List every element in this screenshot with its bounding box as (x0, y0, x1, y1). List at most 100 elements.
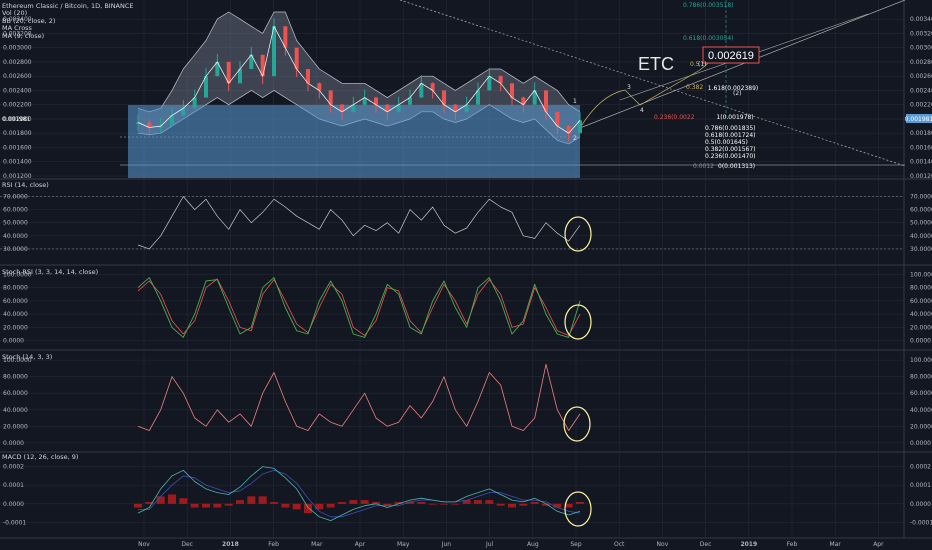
macd-histogram-bar (451, 503, 460, 505)
x-tick-label: 2019 (740, 541, 757, 548)
fib-level-label: 0.618(0.001724) (705, 132, 756, 139)
macd-axis-right-tick: 0.0002 (910, 464, 931, 471)
macd-histogram-bar (462, 500, 471, 504)
stochrsi-axis-left-tick: 100.0000 (3, 271, 32, 278)
macd-axis-right-tick: -0.0001 (910, 519, 932, 526)
trendline-up (579, 0, 906, 129)
fib-level-label: 0.236(0.0022 (654, 114, 695, 121)
macd-histogram-bar (213, 503, 222, 508)
x-tick-label: Mar (830, 541, 842, 548)
annotation-layer: 0.786(0.003518) 0.618(0.003054) 0.5 1.618(0… (2, 2, 932, 527)
stoch-rsi-pane-title[interactable]: Stoch RSI (3, 3, 14, 14, close) (2, 268, 99, 276)
study-ma-cross[interactable]: MA Cross (2, 24, 32, 33)
price-candle-body (362, 97, 367, 105)
wave-label: 4 (640, 107, 644, 114)
price-candle-body (226, 61, 231, 84)
price-candle-body (374, 97, 378, 105)
price-candle-body (249, 54, 254, 70)
macd-axis-right-tick: 0.0000 (910, 501, 931, 508)
price-axis-left-tick: 0.003000 (3, 45, 32, 52)
macd-histogram-bar (474, 500, 482, 504)
rsi-line (137, 196, 581, 250)
study-bb[interactable]: BB (20, close, 2) (2, 16, 56, 25)
price-axis-right-tick: 0.002200 (910, 102, 932, 109)
trendline-dotted (399, 0, 906, 167)
macd-histogram-bar (440, 503, 448, 505)
stoch-axis-right-tick: 0.0000 (910, 440, 931, 447)
study-vol[interactable]: Vol (20) (2, 9, 28, 18)
price-candle-body (294, 47, 299, 70)
stochrsi-axis-right-tick: 40.0000 (910, 311, 932, 318)
macd-histogram-bar (168, 494, 176, 504)
macd-histogram-bar (315, 503, 324, 510)
price-axis-left-tick: 0.001800 (3, 130, 32, 137)
stoch-axis-right-tick: 40.0000 (910, 407, 932, 414)
price-candle-body (408, 97, 412, 105)
price-axis-left-tick: 0.002800 (3, 59, 32, 66)
price-candle-body (396, 104, 401, 112)
macd-histogram-bar (202, 503, 210, 508)
price-candle-body (453, 104, 458, 112)
price-axis-left-tick: 0.001200 (3, 173, 32, 180)
macd-histogram-bar (553, 503, 562, 508)
price-candle-body (204, 76, 208, 98)
macd-axis-left-tick: -0.0001 (3, 519, 26, 526)
macd-axis-left-tick: 0.0000 (3, 501, 24, 508)
fib-level-label: 0(0.001313) (718, 163, 755, 170)
macd-histogram-bar (519, 503, 528, 506)
price-axis-left-tick: 0.001600 (3, 144, 32, 151)
macd-histogram-bar (145, 501, 154, 504)
stochrsi-axis-left-tick: 20.0000 (3, 324, 28, 331)
stoch-pane-title[interactable]: Stoch (14, 3, 3) (2, 353, 53, 361)
symbol-title[interactable]: Ethereum Classic / Bitcoin, 1D, BINANCE (2, 2, 134, 10)
last-price-tag (906, 114, 932, 123)
fib-level-label: 0.786(0.003518) (683, 2, 734, 9)
stoch-axis-left-tick: 40.0000 (3, 407, 28, 414)
stochrsi-axis-left-tick: 40.0000 (3, 311, 28, 318)
wave-label: 2 (573, 135, 577, 142)
fib-level-label: 0.618(0.003054) (683, 35, 734, 42)
rsi-axis-left-tick: 40.0000 (3, 233, 28, 240)
stoch-line (137, 363, 581, 431)
x-tick-label: Aug (527, 541, 539, 548)
x-tick-label: Apr (355, 541, 366, 548)
stochrsi-k-line (137, 277, 581, 338)
macd-axis-left-tick: 0.0001 (3, 482, 24, 489)
macd-histogram-bar (360, 500, 369, 504)
price-axis-right-tick: 0.002400 (910, 87, 932, 94)
stoch-axis-left-tick: 20.0000 (3, 423, 28, 430)
price-axis-left-tick: 0.003400 (3, 16, 32, 23)
rsi-pane-title[interactable]: RSI (14, close) (2, 181, 49, 189)
price-candle-body (510, 83, 514, 98)
wave-label: (2) (733, 90, 742, 97)
macd-pane-title[interactable]: MACD (12, 26, close, 9) (2, 453, 79, 461)
price-candle-body (385, 104, 390, 112)
macd-histogram-bar (372, 501, 380, 504)
price-candle-body (272, 26, 276, 77)
macd-histogram-bar (383, 503, 392, 506)
x-tick-label: Feb (268, 541, 279, 548)
x-tick-label: Apr (873, 541, 884, 548)
price-candle-body (170, 115, 174, 127)
x-tick-label: May (397, 541, 410, 548)
macd-histogram-bar (156, 496, 165, 504)
last-price-text: 0.001981 (905, 116, 932, 123)
fib-level-label: 0.382(0.001567) (705, 146, 756, 153)
price-candle-body (328, 90, 333, 105)
macd-histogram-bar (576, 501, 584, 504)
rsi-axis-right-tick: 50.0000 (910, 220, 932, 227)
price-candle-body (340, 104, 344, 112)
price-candle-body (419, 83, 424, 98)
macd-histogram-bar (270, 501, 278, 504)
macd-histogram-bar (394, 501, 403, 504)
x-tick-label: Jul (485, 541, 494, 548)
rsi-axis-left-tick: 30.0000 (3, 246, 28, 253)
fib-level-label: 1(0.001978) (716, 114, 753, 121)
price-candle-body (521, 97, 526, 105)
study-ma[interactable]: MA (9, close) (2, 31, 45, 40)
stochrsi-axis-right-tick: 60.0000 (910, 298, 932, 305)
stochrsi-axis-left-tick: 80.0000 (3, 285, 28, 292)
wave-label: 1 (573, 98, 577, 105)
fib-level-label: 0.786(0.001835) (705, 125, 756, 132)
